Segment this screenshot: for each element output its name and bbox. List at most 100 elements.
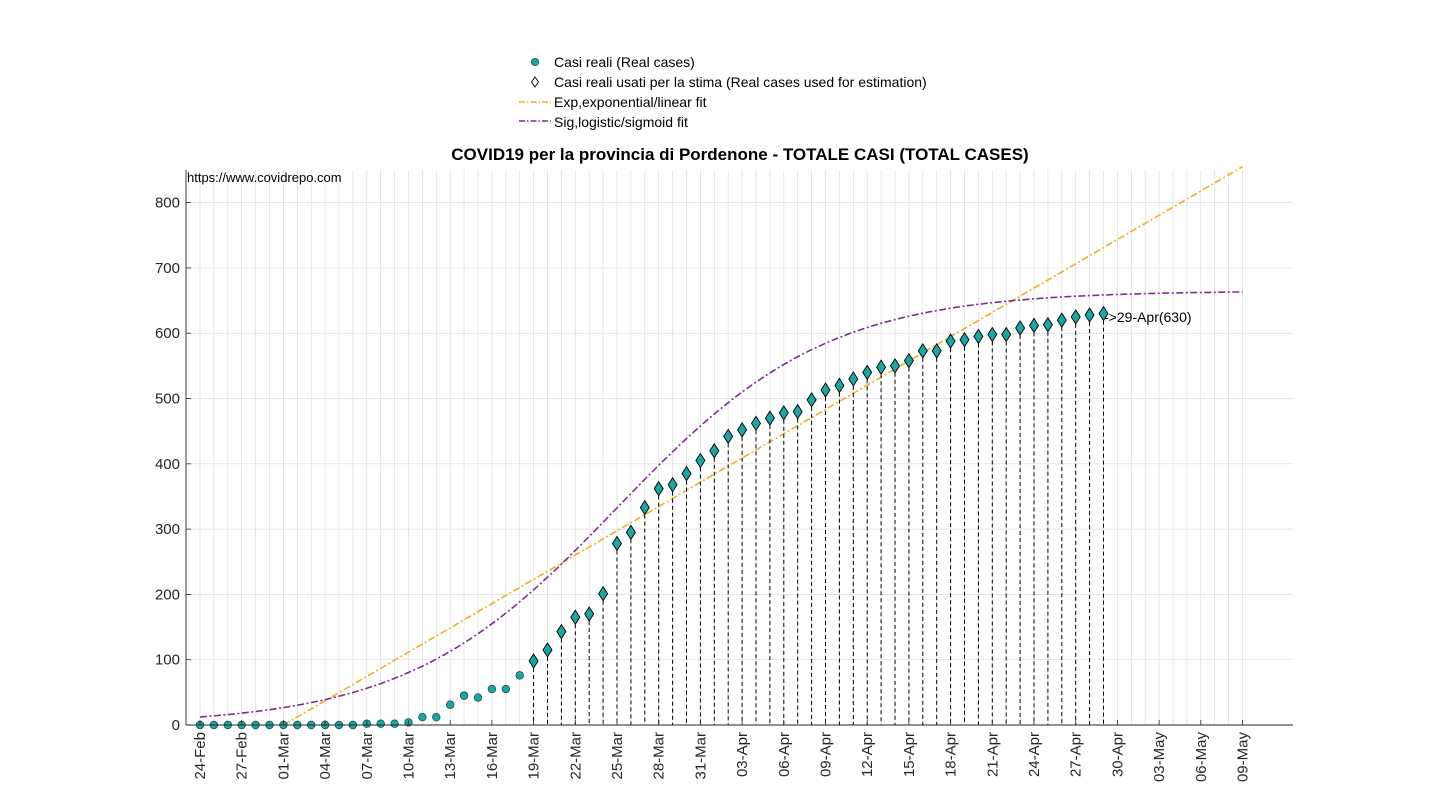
real-point [432, 712, 441, 722]
watermark-url: https://www.covidrepo.com [187, 170, 342, 185]
used-point [973, 328, 984, 345]
x-tick-label: 09-Apr [818, 732, 835, 777]
used-point [584, 606, 595, 622]
x-tick-label: 27-Apr [1068, 732, 1085, 777]
y-tick-label: 100 [155, 652, 180, 669]
legend-marker-diamond [530, 76, 540, 88]
x-tick-label: 03-May [1151, 732, 1168, 783]
real-point [501, 684, 510, 694]
used-point [570, 609, 581, 626]
x-tick-label: 15-Apr [901, 732, 918, 777]
sig-fit-line [199, 291, 1243, 718]
legend-label-exp: Exp,exponential/linear fit [554, 94, 707, 110]
x-tick-label: 09-May [1235, 732, 1252, 783]
legend-label-sig: Sig,logistic/sigmoid fit [554, 114, 688, 130]
used-point [681, 465, 692, 482]
used-point [1042, 316, 1053, 333]
used-point [862, 364, 873, 381]
used-point [931, 343, 942, 359]
x-axis-ticks: 24-Feb 27-Feb 01-Mar 04-Mar 07-Mar 10-Mar 13-M… [192, 720, 1252, 782]
x-tick-label: 03-Apr [734, 732, 751, 777]
legend-marker-circle [531, 58, 540, 67]
chart-title: COVID19 per la provincia di Pordenone - … [451, 145, 1028, 164]
exp-fit-series [282, 166, 1243, 726]
used-point [778, 405, 789, 421]
exp-fit-line [282, 166, 1243, 726]
used-point [750, 415, 762, 432]
used-point [889, 358, 901, 374]
used-point [792, 403, 803, 420]
dashed-drop-lines [533, 313, 1104, 725]
real-point [390, 719, 399, 728]
used-point [1028, 317, 1040, 334]
x-tick-label: 04-Mar [317, 732, 334, 780]
used-point [695, 452, 706, 469]
x-tick-label: 25-Mar [609, 732, 626, 780]
used-point [625, 524, 636, 541]
used-point [917, 343, 928, 359]
axes [185, 170, 1293, 726]
x-tick-label: 24-Feb [192, 732, 209, 780]
y-tick-label: 200 [155, 586, 180, 603]
used-point [959, 331, 970, 348]
used-point [556, 623, 567, 640]
used-point [653, 480, 664, 497]
last-point-annotation: ->29-Apr(630) [1104, 309, 1192, 325]
real-point [487, 684, 497, 694]
used-point [723, 428, 734, 445]
real-point [446, 700, 455, 709]
used-point [709, 442, 720, 459]
x-tick-label: 12-Apr [859, 732, 876, 777]
x-tick-label: 27-Feb [234, 732, 251, 780]
used-point [820, 382, 831, 398]
real-point [418, 712, 427, 722]
legend-item-used: Casi reali usati per la stima (Real case… [530, 74, 927, 90]
real-point [515, 671, 524, 680]
y-tick-label: 0 [172, 717, 180, 734]
x-tick-label: 21-Apr [984, 732, 1001, 777]
y-tick-label: 800 [155, 195, 180, 212]
real-point [473, 693, 483, 702]
x-tick-label: 28-Mar [651, 732, 668, 780]
x-tick-label: 06-Apr [776, 732, 793, 777]
x-tick-label: 22-Mar [567, 732, 584, 780]
y-tick-label: 700 [155, 260, 180, 277]
x-tick-label: 31-Mar [692, 732, 709, 780]
used-cases-series [528, 305, 1109, 669]
x-tick-label: 19-Mar [526, 732, 543, 780]
x-tick-label: 01-Mar [275, 732, 292, 780]
legend-item-sig: Sig,logistic/sigmoid fit [519, 114, 688, 130]
x-tick-label: 13-Mar [442, 732, 459, 780]
x-tick-label: 07-Mar [359, 732, 376, 780]
x-tick-label: 06-May [1193, 732, 1210, 783]
used-point [1015, 320, 1026, 336]
used-point [611, 535, 623, 552]
grid-lines [186, 170, 1293, 726]
real-point [459, 691, 469, 700]
used-point [528, 653, 539, 669]
used-point [639, 499, 650, 516]
used-point [1084, 307, 1095, 323]
legend-item-real: Casi reali (Real cases) [531, 54, 695, 70]
used-point [834, 377, 845, 394]
used-point [1056, 312, 1067, 329]
used-point [1070, 309, 1081, 325]
used-point [764, 410, 775, 426]
used-point [806, 392, 817, 408]
used-point [737, 422, 748, 438]
used-point [1098, 305, 1109, 322]
used-point [848, 371, 859, 387]
legend: Casi reali (Real cases) Casi reali usati… [519, 54, 927, 130]
used-point [542, 642, 553, 658]
x-tick-label: 30-Apr [1109, 732, 1126, 777]
legend-label-used: Casi reali usati per la stima (Real case… [554, 74, 927, 90]
x-tick-label: 24-Apr [1026, 732, 1043, 777]
used-point [903, 352, 914, 369]
x-tick-label: 18-Apr [943, 732, 960, 777]
used-point [598, 585, 609, 602]
used-point [987, 326, 998, 343]
legend-label-real: Casi reali (Real cases) [554, 54, 695, 70]
real-point [376, 719, 385, 728]
x-tick-label: 10-Mar [401, 732, 418, 780]
